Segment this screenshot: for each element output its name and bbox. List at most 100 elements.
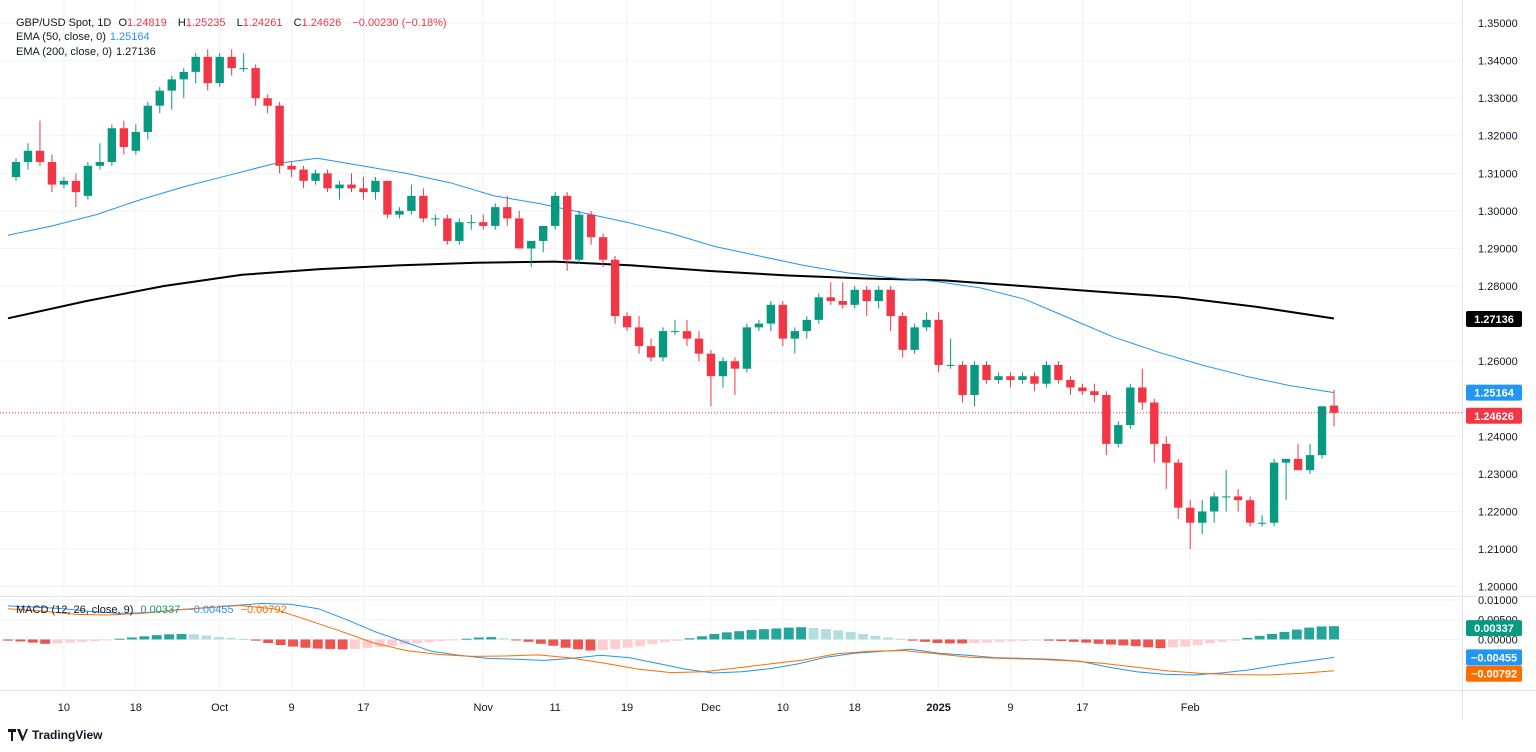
macd-hist-bar (808, 628, 819, 640)
macd-hist-bar (164, 634, 175, 640)
candle-body (371, 180, 380, 193)
macd-hist-bar (486, 637, 497, 640)
candle-body (227, 56, 236, 69)
candle-body (766, 304, 776, 324)
candle-body (1090, 391, 1099, 395)
candle-body (958, 364, 967, 395)
candle-body (455, 222, 464, 241)
macd-hist-bar (548, 639, 559, 646)
price-axis-label: 1.32000 (1478, 131, 1518, 143)
macd-hist-bar (176, 633, 187, 640)
candle-body (419, 195, 428, 219)
ema200-legend[interactable]: EMA (200, close, 0) 1.27136 (16, 46, 156, 58)
macd-axis-label: 0.01000 (1478, 595, 1518, 607)
macd-hist-bar (411, 639, 422, 644)
macd-hist-bar (796, 627, 807, 640)
candle-body (802, 319, 811, 332)
macd-hist-bar (188, 634, 199, 640)
time-axis-label: Dec (701, 702, 721, 714)
macd-hist-bar (65, 639, 75, 643)
time-axis-label: Feb (1181, 702, 1200, 714)
ema50-path (7, 157, 1335, 394)
candle-body (730, 361, 740, 369)
candle-body (610, 259, 620, 317)
ema50-tag: 1.25164 (1474, 388, 1515, 400)
candle-body (910, 327, 919, 350)
macd-hist-bar (312, 639, 323, 649)
candle-body (167, 79, 176, 91)
macd-hist-bar (1019, 639, 1030, 642)
candle-body (59, 180, 69, 185)
ema-200-line (7, 260, 1335, 320)
price-axis-label: 1.23000 (1478, 469, 1518, 481)
candle-body (539, 225, 548, 241)
candle-body (1162, 443, 1171, 463)
time-axis-label: 17 (1076, 702, 1088, 714)
time-axis-label: 9 (289, 702, 295, 714)
candle-body (898, 316, 907, 350)
macd-legend[interactable]: MACD (12, 26, close, 9) 0.00337 −0.00455… (16, 604, 287, 616)
macd-hist-bar (1068, 639, 1079, 642)
macd-hist-bar (1291, 629, 1302, 640)
macd-hist-bar (226, 637, 237, 640)
candle-body (646, 346, 656, 358)
macd-hist-bar (498, 638, 509, 640)
macd-histogram (3, 626, 1339, 651)
signal-path (7, 605, 1335, 676)
candle-body (1054, 364, 1063, 380)
ema200-value: 1.27136 (116, 46, 156, 58)
macd-hist-bar (1044, 639, 1054, 641)
macd-hist-bar (833, 630, 844, 640)
macd-hist-bar (635, 639, 645, 647)
price-axis-label: 1.31000 (1478, 168, 1518, 180)
macd-hist-bar (15, 639, 26, 642)
macd-hist-bar (672, 639, 683, 642)
macd-hist-bar (40, 639, 51, 644)
macd-hist-bar (473, 637, 484, 640)
time-axis-label: 17 (357, 702, 369, 714)
candle-body (1269, 462, 1279, 523)
macd-hist-bar (758, 629, 769, 640)
macd-hist-tag-bg (1466, 620, 1522, 637)
open-value: 1.24819 (127, 17, 167, 29)
macd-hist-bar (746, 629, 757, 640)
macd-hist-bar (585, 639, 596, 651)
candle-body (790, 331, 800, 339)
macd-hist-bar (1143, 639, 1154, 648)
macd-hist-bar (957, 639, 968, 644)
macd-hist-bar (684, 638, 695, 640)
candle-body (994, 376, 1003, 380)
ema50-legend[interactable]: EMA (50, close, 0) 1.25164 (16, 31, 150, 43)
price-axis-label: 1.35000 (1478, 18, 1518, 30)
time-axis-label: 2025 (926, 702, 950, 714)
macd-hist-bar (1217, 639, 1228, 642)
time-axis-label: 18 (849, 702, 861, 714)
candle-body (694, 338, 704, 354)
grid-lines (0, 0, 1536, 720)
tradingview-logo[interactable]: TradingView (8, 728, 102, 742)
last-price-tag: 1.24626 (1474, 411, 1514, 423)
candle-body (922, 319, 931, 328)
time-axis: 10 18 Oct 9 17 Nov 11 19 Dec 10 18 2025 9 17 Feb (58, 702, 1200, 714)
candle-body (1281, 458, 1291, 463)
macd-hist-bar (350, 639, 360, 649)
candle-body (1150, 402, 1159, 444)
candle-body (1245, 500, 1255, 523)
candle-body (395, 210, 404, 215)
price-axis: 1.35000 1.34000 1.33000 1.32000 1.31000 1.300… (1478, 18, 1518, 646)
symbol-title[interactable]: GBP/USD Spot, 1D (16, 17, 112, 29)
macd-hist-bar (250, 639, 261, 641)
candle-body (1138, 387, 1147, 403)
macd-hist-bar (1093, 639, 1104, 644)
candle-body (598, 237, 608, 260)
macd-hist-bar (1316, 626, 1327, 640)
candle-body (970, 364, 979, 395)
axis-tags: 1.27136 1.25164 1.24626 0.00337 −0.00455 −0.0… (1466, 310, 1522, 682)
candle-body (467, 222, 476, 224)
macd-hist-bar (1254, 635, 1265, 640)
macd-hist-bar (1192, 639, 1203, 646)
candle-body (491, 207, 500, 226)
time-axis-label: Oct (211, 702, 228, 714)
candle-body (35, 150, 45, 163)
